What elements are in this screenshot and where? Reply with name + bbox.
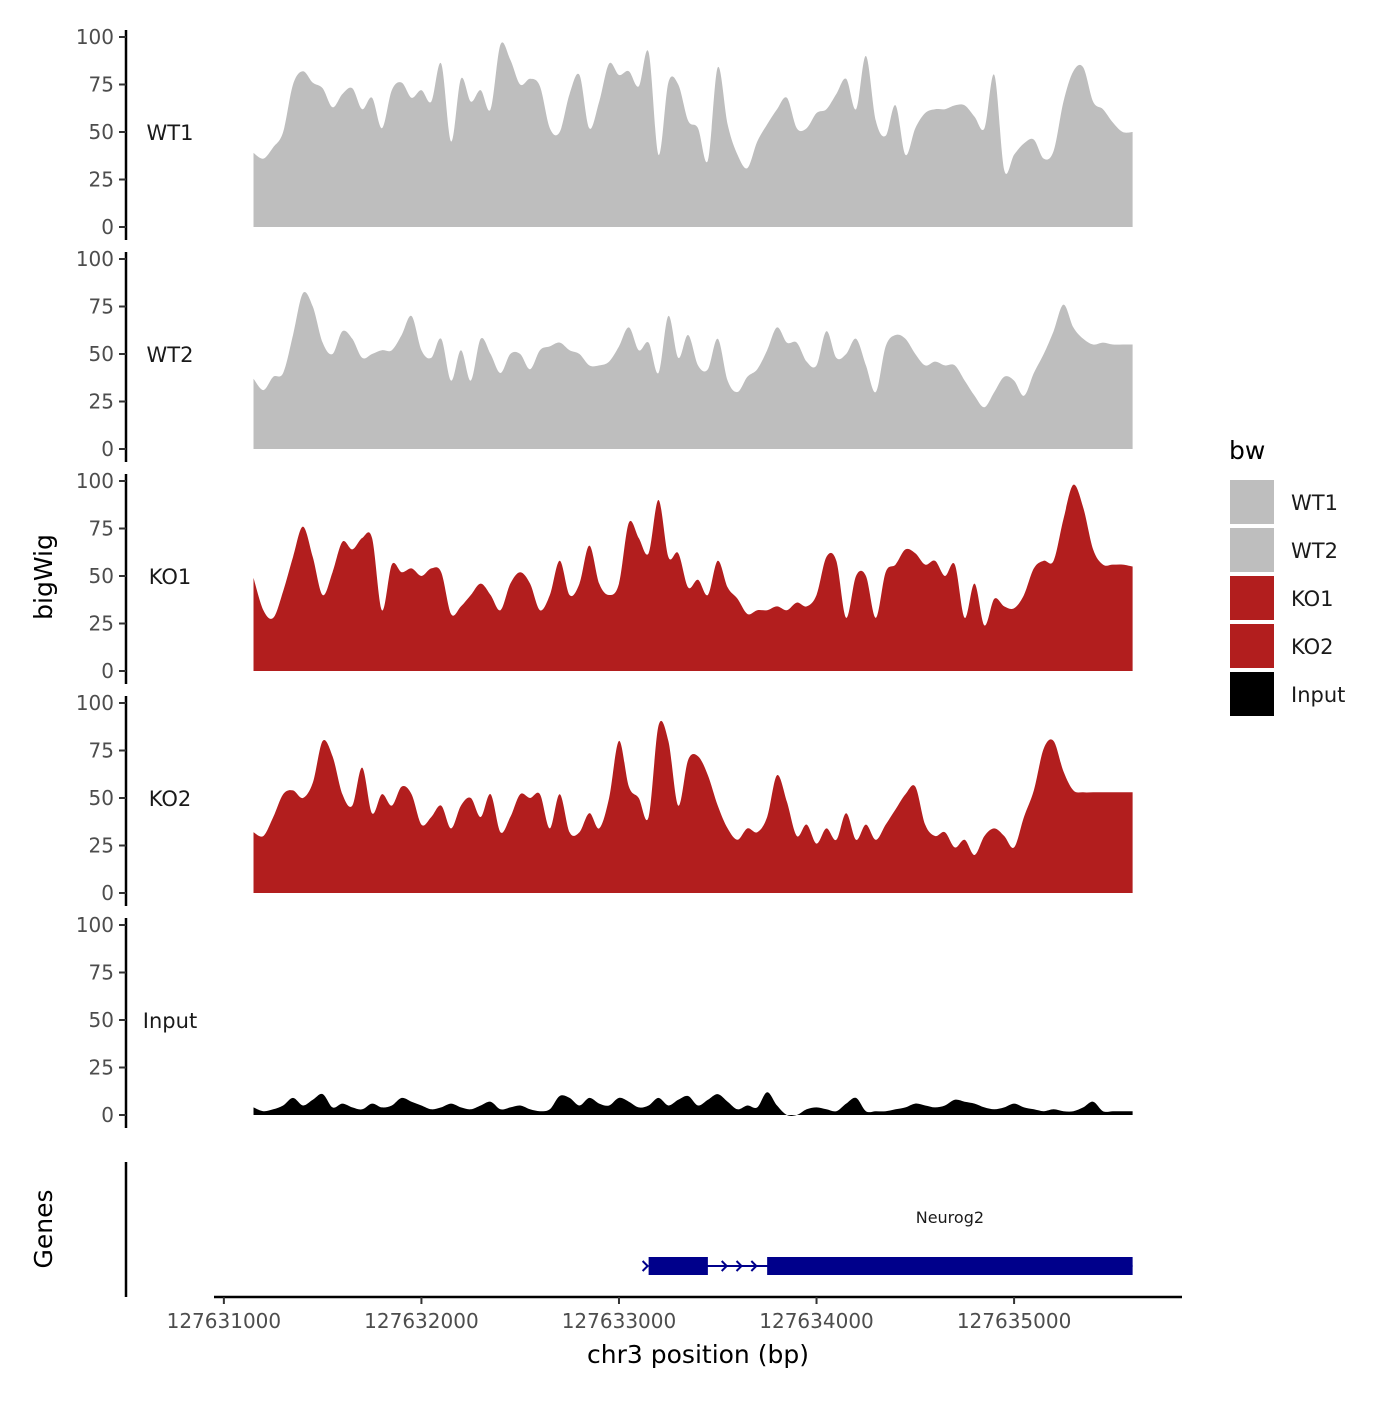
track-wt2: 0 25 50 75 100 WT2 bbox=[76, 247, 1133, 462]
y-tick-label: 25 bbox=[89, 1056, 114, 1080]
y-tick-label: 25 bbox=[89, 834, 114, 858]
area-wt2 bbox=[253, 291, 1133, 449]
legend-item-wt1: WT1 bbox=[1230, 480, 1338, 524]
legend-item-input: Input bbox=[1230, 672, 1345, 716]
legend-swatch bbox=[1230, 624, 1274, 668]
legend-label: WT2 bbox=[1291, 539, 1338, 563]
legend-swatch bbox=[1230, 480, 1274, 524]
legend-label: KO2 bbox=[1291, 635, 1334, 659]
strand-arrow bbox=[641, 1260, 650, 1272]
y-tick-label: 100 bbox=[76, 25, 114, 49]
track-wt1: 0 25 50 75 100 WT1 bbox=[76, 25, 1133, 240]
gene-label: Neurog2 bbox=[916, 1208, 984, 1227]
legend-item-ko2: KO2 bbox=[1230, 624, 1334, 668]
genes-panel: Genes Neurog2 bbox=[29, 1162, 1133, 1297]
track-label: WT1 bbox=[147, 121, 194, 145]
strand-arrow bbox=[720, 1260, 729, 1272]
x-tick-label: 127633000 bbox=[562, 1309, 677, 1333]
area-wt1 bbox=[253, 42, 1133, 227]
legend-label: KO1 bbox=[1291, 587, 1334, 611]
y-tick-label: 75 bbox=[89, 295, 114, 319]
y-tick-label: 75 bbox=[89, 739, 114, 763]
gene-exon bbox=[767, 1257, 1133, 1275]
track-label: Input bbox=[143, 1009, 197, 1033]
track-label: KO2 bbox=[149, 787, 192, 811]
gene-marks: Neurog2 bbox=[641, 1208, 1133, 1275]
y-tick-label: 75 bbox=[89, 961, 114, 985]
y-tick-label: 75 bbox=[89, 517, 114, 541]
genes-panel-label: Genes bbox=[29, 1189, 58, 1268]
y-tick-label: 50 bbox=[89, 120, 114, 144]
y-tick-label: 25 bbox=[89, 612, 114, 636]
gene-neurog2: Neurog2 bbox=[641, 1208, 1133, 1275]
track-input: 0 25 50 75 100 Input bbox=[76, 913, 1133, 1128]
y-tick-label: 25 bbox=[89, 168, 114, 192]
legend-item-wt2: WT2 bbox=[1230, 528, 1338, 572]
legend-label: Input bbox=[1291, 683, 1345, 707]
y-tick-label: 50 bbox=[89, 564, 114, 588]
legend-title: bw bbox=[1229, 436, 1265, 465]
legend-label: WT1 bbox=[1291, 491, 1338, 515]
legend-items: WT1 WT2 KO1 KO2 Input bbox=[1230, 480, 1345, 716]
x-axis-title: chr3 position (bp) bbox=[587, 1340, 809, 1369]
y-tick-label: 25 bbox=[89, 390, 114, 414]
tracks-group: 0255075100WT10255075100WT20255075100KO10… bbox=[76, 25, 1133, 1128]
y-tick-label: 100 bbox=[76, 469, 114, 493]
y-tick-label: 0 bbox=[101, 659, 114, 683]
track-ko2: 0 25 50 75 100 KO2 bbox=[76, 691, 1133, 906]
y-tick-label: 0 bbox=[101, 215, 114, 239]
y-tick-label: 0 bbox=[101, 437, 114, 461]
y-tick-label: 50 bbox=[89, 1008, 114, 1032]
y-tick-label: 50 bbox=[89, 342, 114, 366]
y-axis-title: bigWig bbox=[29, 534, 58, 620]
x-tick-label: 127635000 bbox=[957, 1309, 1072, 1333]
x-axis: 127631000 127632000 127633000 127634000 1276… bbox=[167, 1295, 1182, 1369]
x-tick-label: 127632000 bbox=[364, 1309, 479, 1333]
track-ko1: 0 25 50 75 100 KO1 bbox=[76, 469, 1133, 684]
strand-arrow bbox=[735, 1260, 743, 1272]
y-tick-label: 0 bbox=[101, 1103, 114, 1127]
x-tick-label: 127634000 bbox=[759, 1309, 874, 1333]
track-label: WT2 bbox=[147, 343, 194, 367]
y-tick-label: 100 bbox=[76, 913, 114, 937]
strand-arrow bbox=[750, 1260, 758, 1272]
area-ko2 bbox=[253, 720, 1133, 893]
x-ticks: 127631000 127632000 127633000 127634000 1276… bbox=[167, 1297, 1072, 1333]
x-tick-label: 127631000 bbox=[167, 1309, 282, 1333]
gene-exon bbox=[648, 1257, 708, 1275]
track-label: KO1 bbox=[149, 565, 192, 589]
y-tick-label: 100 bbox=[76, 691, 114, 715]
y-tick-label: 100 bbox=[76, 247, 114, 271]
legend: bw WT1 WT2 KO1 KO2 Input bbox=[1229, 436, 1345, 716]
y-tick-label: 50 bbox=[89, 786, 114, 810]
legend-swatch bbox=[1230, 528, 1274, 572]
area-input bbox=[253, 1092, 1133, 1116]
area-ko1 bbox=[253, 484, 1133, 671]
y-tick-label: 75 bbox=[89, 73, 114, 97]
legend-swatch bbox=[1230, 672, 1274, 716]
y-tick-label: 0 bbox=[101, 881, 114, 905]
legend-item-ko1: KO1 bbox=[1230, 576, 1334, 620]
legend-swatch bbox=[1230, 576, 1274, 620]
